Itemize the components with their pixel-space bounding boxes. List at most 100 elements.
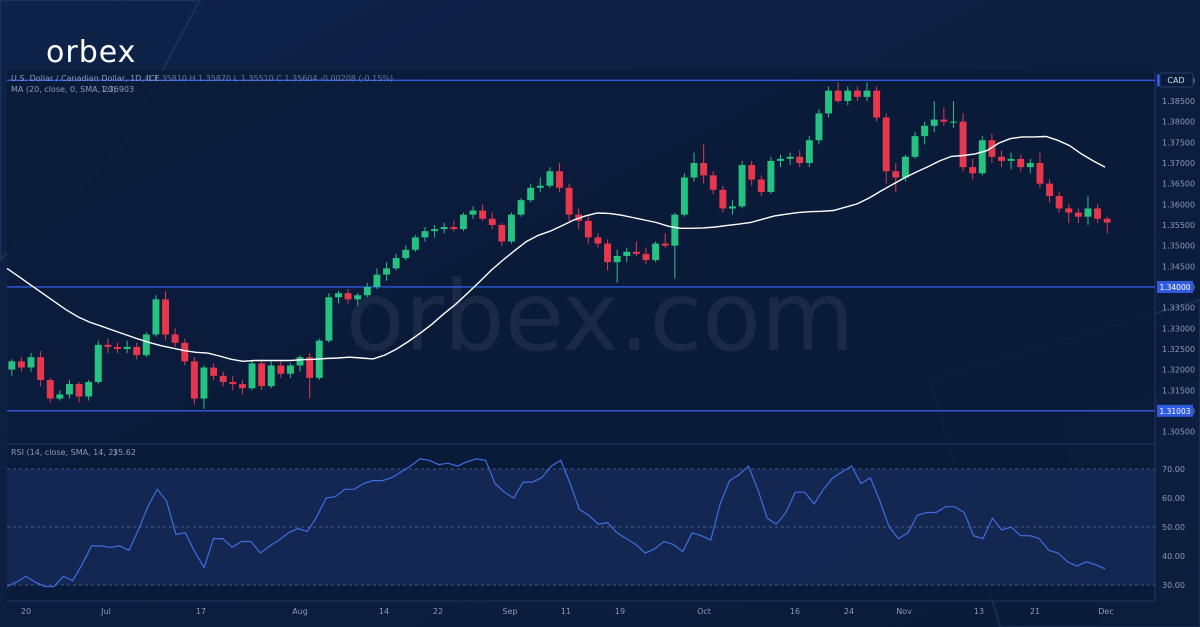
rsi-legend-value: 35.62 xyxy=(113,448,136,457)
time-tick-label: 22 xyxy=(433,607,443,616)
candle-body xyxy=(152,299,160,335)
candle-body xyxy=(661,243,669,246)
candle-body xyxy=(383,268,391,275)
time-tick-label: Aug xyxy=(292,607,308,616)
time-tick-label: Jul xyxy=(100,607,111,616)
candle-body xyxy=(402,249,410,259)
candle-body xyxy=(104,344,112,347)
rsi-band xyxy=(7,469,1155,585)
level-label: 1.31003 xyxy=(1159,407,1190,416)
price-tick-label: 1.35500 xyxy=(1162,221,1195,230)
rsi-line xyxy=(6,458,1106,588)
price-tick-label: 1.38500 xyxy=(1162,97,1195,106)
time-tick-label: 24 xyxy=(844,607,854,616)
candle-body xyxy=(114,346,121,349)
candle-body xyxy=(335,293,342,298)
currency-button-frame[interactable] xyxy=(1159,72,1194,88)
price-tick-label: 1.35000 xyxy=(1162,242,1195,251)
candle-body xyxy=(825,90,833,114)
watermark: orbex.com xyxy=(346,261,855,373)
candle-body xyxy=(853,90,861,97)
candle-body xyxy=(796,156,804,163)
candle-body xyxy=(56,394,64,399)
candle-body xyxy=(162,299,170,335)
candle-body xyxy=(181,342,189,362)
rsi-tick-label: 70.00 xyxy=(1162,465,1185,474)
time-axis-ticks: 20 Jul 17 Aug 14 22 Sep 11 19 Oct 16 24 Nov 13 21 Dec xyxy=(21,607,1114,616)
symbol-legend: U.S. Dollar / Canadian Dollar, 1D, ICE xyxy=(11,74,159,83)
candle-body xyxy=(171,334,179,343)
candle-body xyxy=(623,251,631,256)
price-tick-label: 1.37500 xyxy=(1162,138,1195,147)
candle-body xyxy=(325,297,333,341)
level-label: 1.34000 xyxy=(1159,283,1190,292)
candle-body xyxy=(930,119,938,126)
ma-legend-value: 1.36903 xyxy=(101,85,134,94)
candle-body xyxy=(296,357,304,366)
candle-body xyxy=(238,384,246,389)
candle-body xyxy=(286,365,294,374)
time-tick-label: 14 xyxy=(379,607,389,616)
currency-button[interactable]: CAD xyxy=(1159,72,1194,88)
candle-body xyxy=(517,200,525,215)
candle-body xyxy=(479,210,487,219)
time-tick-label: 20 xyxy=(21,607,31,616)
candle-body xyxy=(604,243,612,263)
ma-line xyxy=(6,135,1106,363)
candle-body xyxy=(17,361,25,368)
candle-body xyxy=(459,214,467,230)
time-tick-label: Oct xyxy=(697,607,711,616)
candle-body xyxy=(556,171,563,188)
candle-body xyxy=(1094,208,1102,219)
candle-body xyxy=(546,171,554,186)
price-tick-label: 1.32000 xyxy=(1162,366,1195,375)
candle-body xyxy=(488,218,496,225)
ohlc-legend: O 1.35810 H 1.35870 L 1.35510 C 1.35604 … xyxy=(145,74,393,83)
price-pane xyxy=(7,70,1155,444)
candle-body xyxy=(988,140,996,157)
rsi-tick-label: 40.00 xyxy=(1162,552,1185,561)
candle-body xyxy=(777,158,784,161)
candle-body xyxy=(200,367,208,399)
candle-body xyxy=(613,255,621,263)
candle-body xyxy=(594,237,602,244)
candle-body xyxy=(709,175,717,190)
candle-body xyxy=(911,136,919,157)
candle-body xyxy=(690,162,698,178)
candle-body xyxy=(632,251,640,254)
candle-body xyxy=(1007,158,1015,161)
price-tick-label: 1.34500 xyxy=(1162,262,1195,271)
price-tick-label: 1.32500 xyxy=(1162,345,1195,354)
candle-body xyxy=(85,382,93,397)
price-tick-label: 1.37000 xyxy=(1162,159,1195,168)
rsi-tick-label: 30.00 xyxy=(1162,581,1185,590)
currency-button-label[interactable]: CAD xyxy=(1167,76,1184,85)
candle-body xyxy=(498,224,506,242)
candle-body xyxy=(901,156,909,178)
candle-body xyxy=(748,165,756,180)
candle-body xyxy=(8,361,16,370)
time-tick-label: Dec xyxy=(1098,607,1113,616)
candle-body xyxy=(46,379,54,399)
candle-body xyxy=(738,165,746,207)
rsi-legend: RSI (14, close, SMA, 14, 2) xyxy=(11,448,117,457)
candle-body xyxy=(75,384,83,397)
candle-body xyxy=(892,171,900,178)
candle-body xyxy=(354,295,362,300)
candle-body xyxy=(1065,208,1073,213)
rsi-levels xyxy=(7,468,1155,586)
time-tick-label: 13 xyxy=(974,607,984,616)
level-label-bg xyxy=(1157,280,1193,293)
candle-body xyxy=(815,113,823,141)
candle-body xyxy=(507,214,515,242)
rsi-tick-label: 50.00 xyxy=(1162,523,1185,532)
candle-body xyxy=(27,357,35,368)
candle-body xyxy=(940,119,948,122)
candle-body xyxy=(363,286,371,296)
candle-body xyxy=(1055,196,1063,209)
candle-body xyxy=(258,363,266,387)
price-tick-label: 1.33000 xyxy=(1162,324,1195,333)
candle-body xyxy=(1084,208,1092,217)
